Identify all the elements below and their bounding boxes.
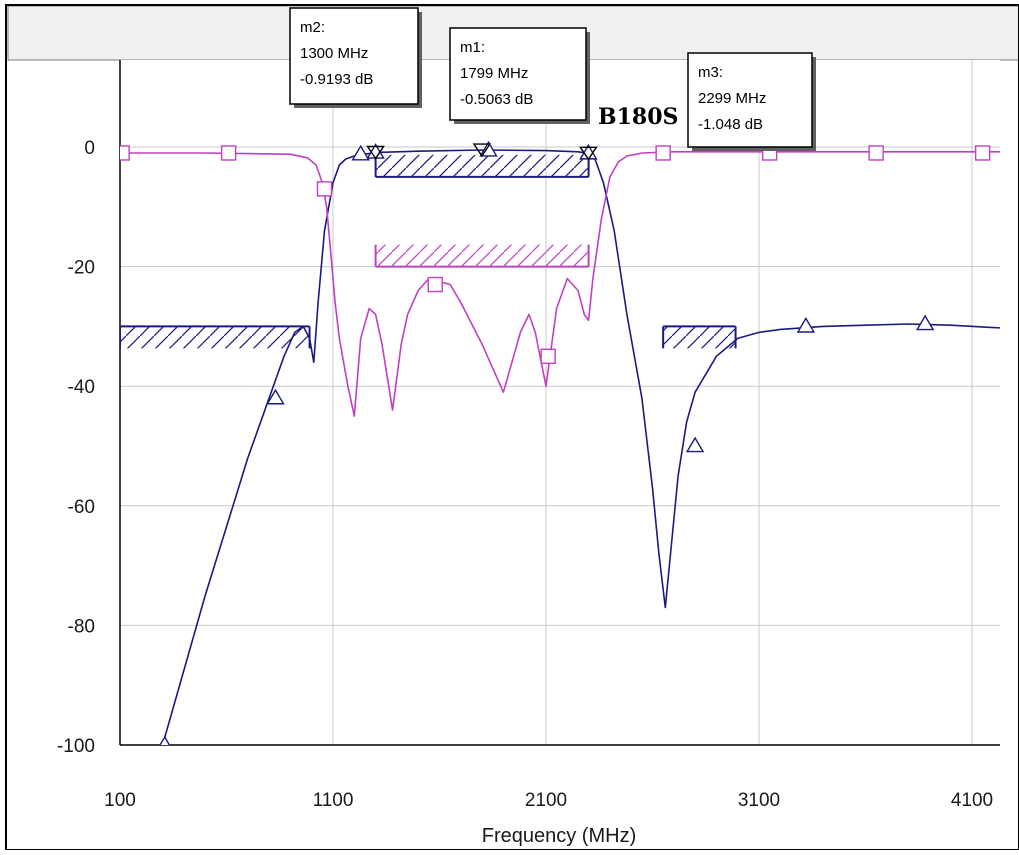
marker-value: -0.9193 dB <box>300 71 373 88</box>
series-point-square <box>540 348 556 364</box>
marker-value: -1.048 dB <box>698 116 763 133</box>
mask-hatch <box>120 326 310 349</box>
marker-frequency: 2299 MHz <box>698 90 766 107</box>
series-layer <box>120 140 1000 745</box>
series-point-square <box>655 145 671 161</box>
mask-hatch <box>375 154 589 177</box>
series-point-triangle <box>266 388 285 405</box>
series-point-triangle <box>685 436 705 453</box>
y-tick-label: -40 <box>68 377 95 398</box>
y-tick-label: -20 <box>68 258 95 279</box>
x-tick-label: 1100 <box>313 790 354 811</box>
series-point-square <box>868 145 884 161</box>
marker-box-frame <box>687 52 813 148</box>
marker-annotations: m2: 1300 MHz -0.9193 dB m1: 1799 MHz -0.5063 … <box>289 7 816 161</box>
marker-name: m1: <box>460 39 485 56</box>
mask-hatch <box>375 244 589 267</box>
marker-box-frame <box>289 7 419 105</box>
x-tick-label: 4100 <box>951 790 993 811</box>
marker-point <box>366 145 385 160</box>
marker-frequency: 1300 MHz <box>300 45 368 62</box>
tick-labels: 0 -20 -40 -60 -80 -100 100 1100 2100 3100 4100 <box>57 138 993 811</box>
marker-box-frame <box>449 27 587 121</box>
y-tick-label: -100 <box>57 736 95 757</box>
series-point-square <box>220 145 237 161</box>
mask-hatch <box>663 326 736 349</box>
series-point-triangle <box>351 144 370 161</box>
x-axis-label: Frequency (MHz) <box>482 825 636 847</box>
partial-trace-label: B180S <box>598 104 678 130</box>
y-tick-label: -60 <box>68 497 95 518</box>
marker-name: m2: <box>300 19 325 36</box>
marker-point <box>472 143 492 158</box>
marker-box: m1: 1799 MHz -0.5063 dB <box>449 27 590 124</box>
marker-box: m3: 2299 MHz -1.048 dB <box>687 52 816 151</box>
x-tick-label: 3100 <box>738 790 780 811</box>
y-tick-label: 0 <box>84 138 95 159</box>
series-point-square <box>974 145 991 161</box>
series-point-square <box>120 145 130 161</box>
series-point-triangle <box>796 317 816 333</box>
series-point-square <box>316 181 333 197</box>
y-tick-label: -80 <box>68 616 95 637</box>
marker-name: m3: <box>698 64 723 81</box>
series-line-magenta <box>120 151 1000 417</box>
series-point-square <box>427 276 443 293</box>
marker-point <box>579 146 598 161</box>
spec-masks <box>120 154 737 349</box>
series-point-triangle <box>915 314 935 331</box>
axes <box>119 60 1000 746</box>
series-point-triangle <box>159 735 171 745</box>
marker-frequency: 1799 MHz <box>460 65 528 82</box>
x-tick-label: 100 <box>104 790 136 811</box>
marker-value: -0.5063 dB <box>460 91 533 108</box>
marker-box: m2: 1300 MHz -0.9193 dB <box>289 7 422 108</box>
x-tick-label: 2100 <box>525 790 567 811</box>
